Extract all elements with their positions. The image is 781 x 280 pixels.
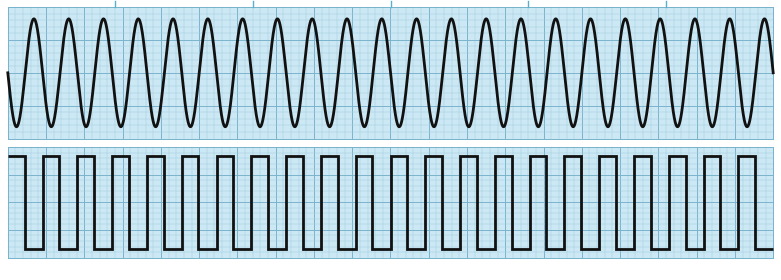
Bar [8,7,773,139]
Bar [8,147,773,258]
